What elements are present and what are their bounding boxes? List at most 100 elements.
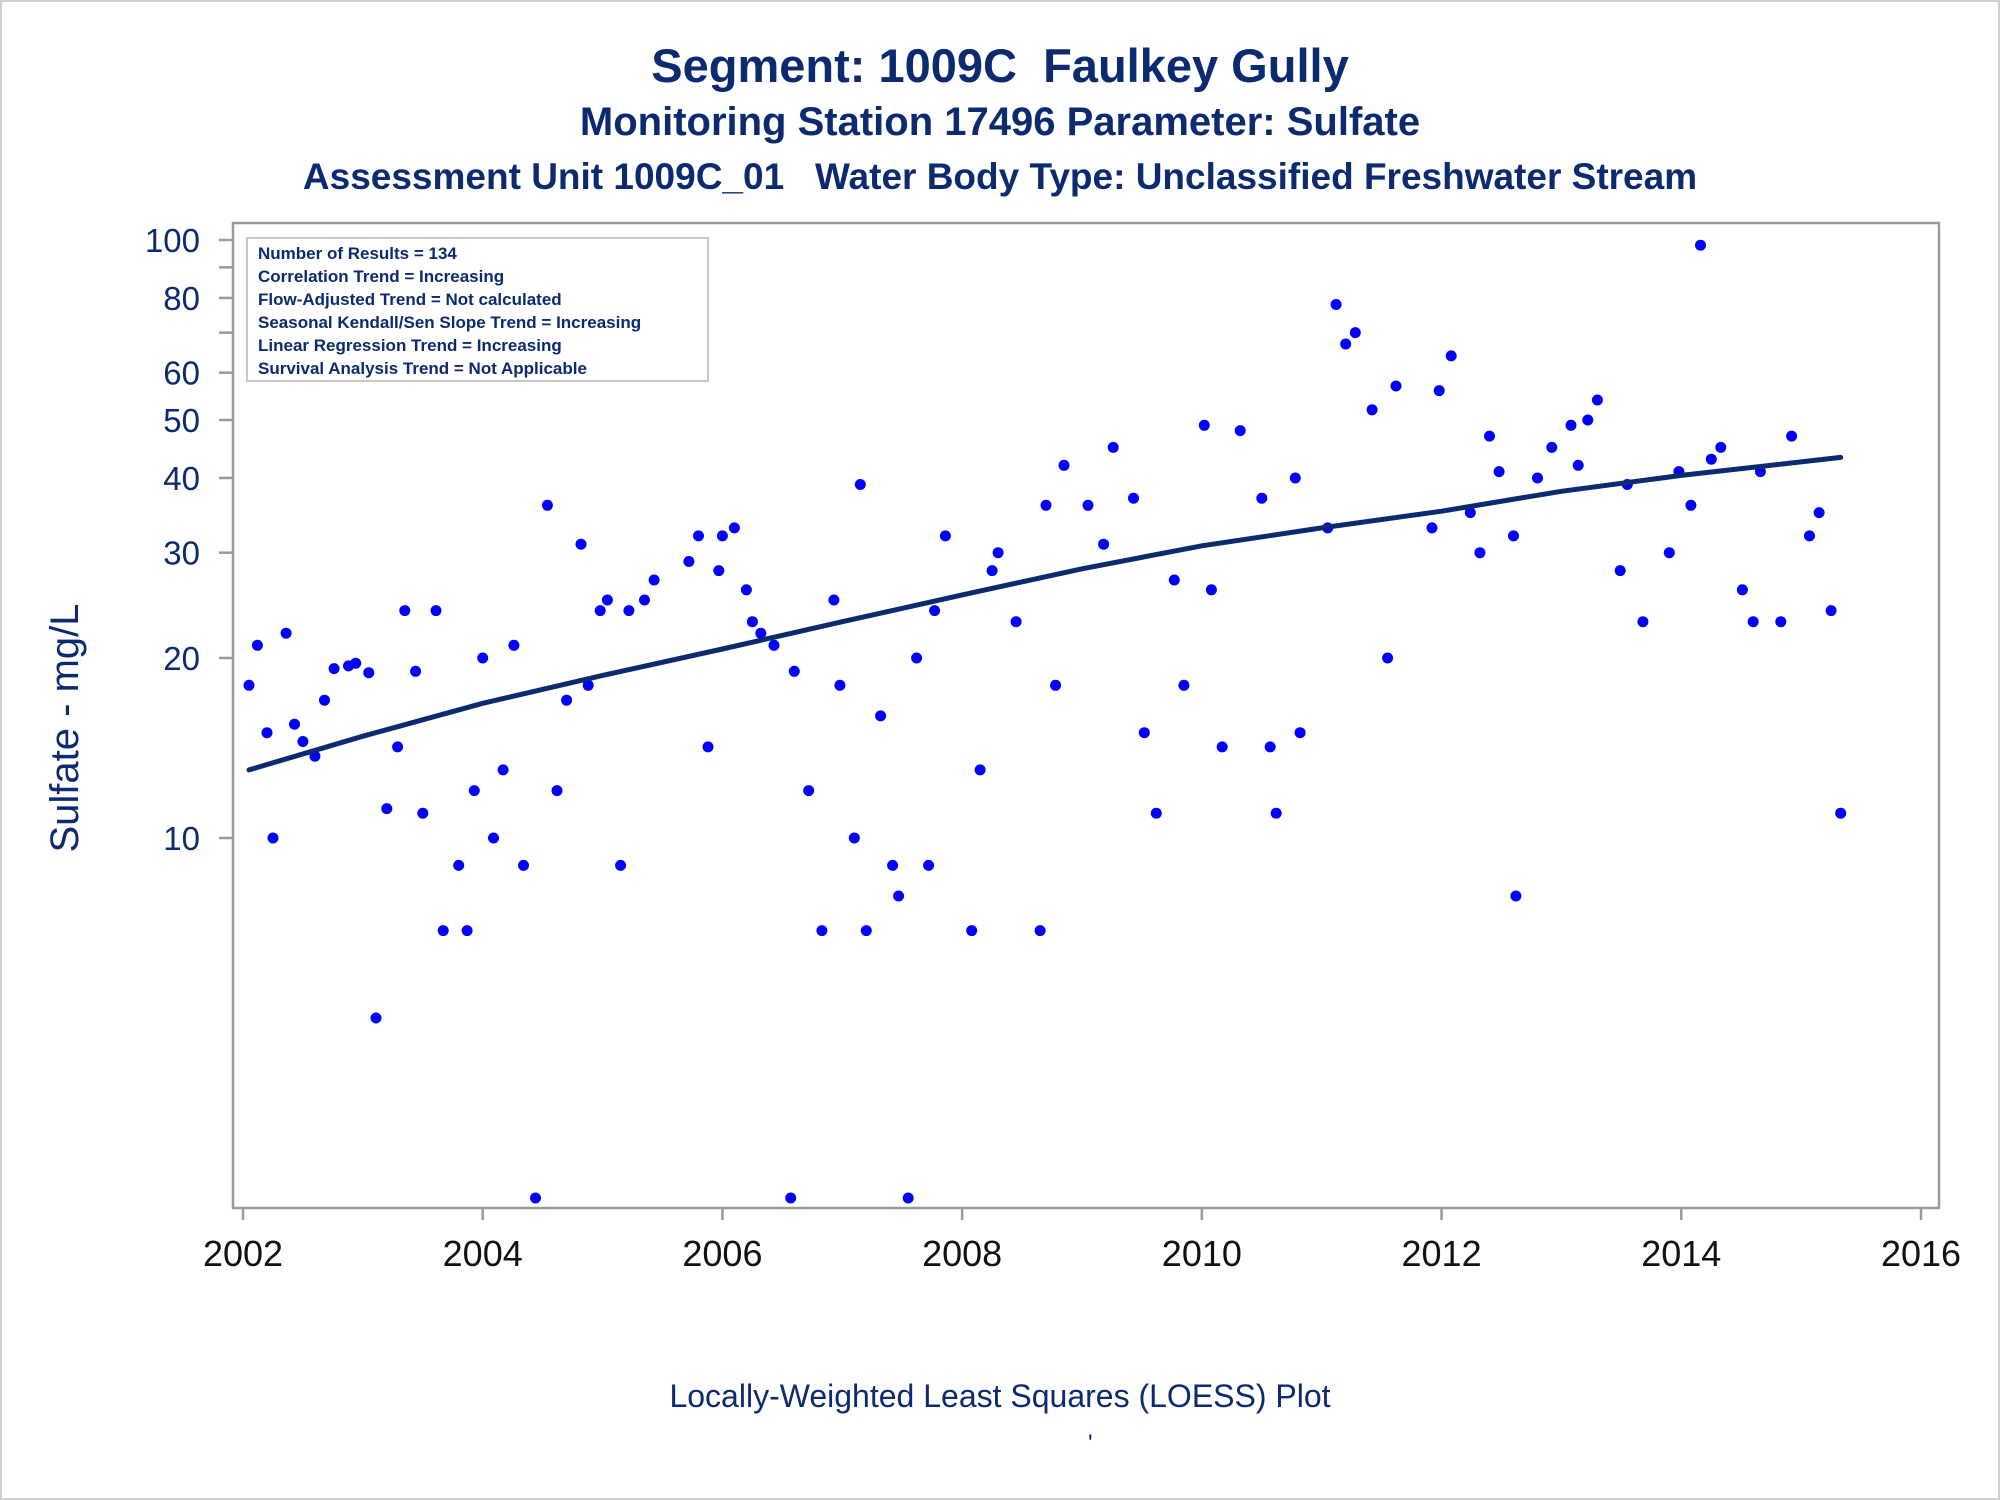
data-point: [328, 663, 340, 675]
data-point: [683, 556, 695, 567]
data-point: [289, 718, 300, 730]
x-tick-label: 2004: [443, 1233, 523, 1274]
data-point: [740, 584, 752, 596]
data-point: [1508, 530, 1519, 542]
data-point: [848, 832, 860, 844]
x-tick-label: 2014: [1641, 1233, 1721, 1274]
y-tick-label: 100: [145, 222, 200, 259]
data-point: [551, 785, 563, 797]
data-point: [639, 594, 650, 606]
data-point: [280, 627, 292, 639]
data-point: [902, 1192, 914, 1204]
data-point: [541, 499, 553, 511]
data-point: [1034, 925, 1046, 937]
data-point: [1382, 652, 1394, 664]
x-tick-label: 2006: [682, 1233, 762, 1274]
loess-trend: [246, 454, 1844, 773]
data-point: [297, 736, 309, 747]
y-tick-label: 40: [163, 460, 200, 497]
data-point: [582, 679, 594, 691]
plot-area: [231, 221, 1941, 1210]
data-point: [1614, 565, 1626, 577]
data-point: [350, 657, 362, 669]
data-point: [1474, 547, 1486, 559]
x-tick-label: 2002: [203, 1233, 283, 1274]
data-point: [1747, 616, 1759, 628]
data-point: [594, 605, 606, 617]
y-axis-label: Sulfate - mg/L: [43, 603, 87, 852]
data-point: [746, 616, 758, 628]
trend-summary-box: Number of Results = 134 Correlation Tren…: [246, 237, 709, 382]
data-point: [1426, 522, 1438, 534]
data-point: [788, 665, 800, 677]
trend-summary-line: Correlation Trend = Increasing: [258, 267, 504, 286]
data-point: [875, 710, 887, 722]
x-tick-label: 2010: [1162, 1233, 1242, 1274]
data-point: [417, 807, 429, 819]
data-point: [1705, 453, 1717, 465]
data-point: [1565, 419, 1577, 431]
data-point: [828, 594, 840, 606]
data-point: [1349, 327, 1361, 339]
trend-summary-line: Survival Analysis Trend = Not Applicable: [258, 359, 587, 378]
y-tick-label: 50: [163, 402, 200, 439]
data-point: [834, 679, 846, 691]
data-point: [1736, 584, 1748, 596]
data-point: [1786, 430, 1798, 442]
data-point: [1546, 441, 1558, 453]
data-point: [1150, 807, 1162, 819]
data-point: [623, 605, 635, 617]
data-point: [803, 785, 815, 797]
footnote-mark: ': [1088, 1430, 1093, 1457]
data-point: [518, 859, 529, 871]
data-point: [1138, 727, 1150, 739]
data-point: [1264, 741, 1276, 753]
y-axis: 10 20 30 40 50 60 80 100: [145, 222, 233, 857]
data-point: [243, 679, 255, 691]
data-point: [911, 652, 923, 664]
data-point: [728, 522, 740, 534]
data-point: [785, 1192, 797, 1204]
data-point: [261, 727, 273, 739]
data-point: [410, 665, 422, 677]
plot-footnote: Locally-Weighted Least Squares (LOESS) P…: [669, 1378, 1331, 1414]
y-tick-label: 30: [163, 535, 200, 572]
data-point: [1234, 425, 1246, 437]
data-point: [693, 530, 704, 542]
data-point: [1205, 584, 1217, 596]
y-tick-label: 60: [163, 355, 200, 392]
data-point: [601, 594, 613, 606]
data-point: [939, 530, 951, 542]
data-point: [648, 574, 660, 586]
data-point: [1040, 499, 1052, 511]
data-point: [1813, 507, 1825, 519]
data-point: [1835, 807, 1847, 819]
data-point: [1289, 472, 1301, 484]
data-point: [1178, 679, 1190, 691]
data-point: [816, 925, 828, 937]
data-point: [488, 832, 499, 844]
data-point: [453, 859, 465, 871]
data-point: [530, 1192, 541, 1204]
data-point: [1715, 441, 1727, 453]
data-point: [477, 652, 489, 664]
data-point: [1445, 350, 1457, 362]
data-point: [267, 832, 279, 844]
data-point: [1294, 727, 1306, 739]
data-points: [243, 239, 1847, 1204]
data-point: [1366, 404, 1378, 416]
data-point: [768, 639, 780, 651]
data-point: [986, 565, 998, 577]
data-point: [1216, 741, 1228, 753]
data-point: [1685, 499, 1697, 511]
data-point: [716, 530, 728, 542]
loess-line: [246, 454, 1844, 773]
data-point: [887, 859, 899, 871]
trend-summary-line: Linear Regression Trend = Increasing: [258, 336, 562, 355]
data-point: [508, 639, 520, 651]
data-point: [1663, 547, 1675, 559]
data-point: [1058, 459, 1070, 471]
y-tick-label: 10: [163, 820, 200, 857]
data-point: [1433, 385, 1445, 397]
